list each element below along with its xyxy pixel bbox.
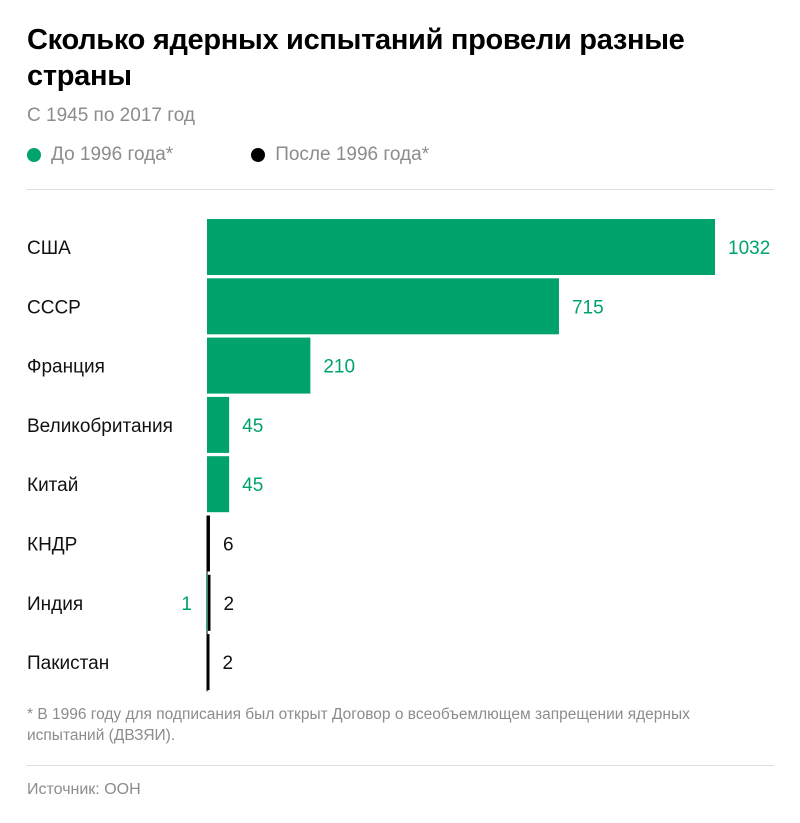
- legend: До 1996 года* После 1996 года*: [27, 144, 507, 166]
- category-label: Пакистан: [27, 653, 109, 674]
- legend-label-after: После 1996 года*: [275, 144, 430, 165]
- category-label: Индия: [27, 594, 83, 615]
- value-label-before: 1: [181, 594, 192, 615]
- divider-bottom: [27, 765, 774, 766]
- category-label: США: [27, 238, 71, 259]
- footnote: * В 1996 году для подписания был открыт …: [27, 706, 690, 744]
- legend-swatch-after: [251, 148, 266, 162]
- category-label: Китай: [27, 475, 78, 496]
- value-label-after: 2: [223, 653, 234, 674]
- value-label-after: 2: [224, 594, 235, 615]
- bar-before-1996: [207, 456, 230, 513]
- value-label-before: 45: [242, 475, 263, 496]
- chart-subtitle: С 1945 по 2017 год: [27, 105, 195, 126]
- category-label: Великобритания: [27, 416, 173, 437]
- legend-label-before: До 1996 года*: [51, 144, 174, 165]
- bar-chart: США 1032 СССР 715 Франция 210 Великобритания 45…: [27, 219, 770, 692]
- value-label-before: 45: [242, 416, 263, 437]
- category-label: КНДР: [27, 535, 77, 556]
- divider-top: [27, 189, 774, 190]
- bar-after-1996: [207, 515, 210, 572]
- category-label: Франция: [27, 357, 105, 378]
- bar-after-1996: [207, 634, 210, 691]
- bar-before-1996: [207, 574, 208, 631]
- bar-before-1996: [207, 219, 715, 275]
- legend-item-after-1996: После 1996 года*: [251, 144, 429, 166]
- source-note: Источник: ООН: [27, 781, 141, 798]
- legend-item-before-1996: До 1996 года*: [27, 144, 173, 166]
- bar-before-1996: [207, 278, 559, 335]
- value-label-before: 715: [572, 297, 604, 318]
- bar-after-1996: [208, 574, 211, 631]
- value-label-before: 210: [323, 357, 355, 378]
- category-label: СССР: [27, 297, 81, 318]
- value-label-after: 6: [223, 535, 234, 556]
- legend-swatch-before: [27, 148, 41, 162]
- bar-before-1996: [207, 396, 230, 453]
- chart-title: Сколько ядерных испытаний провели разные…: [27, 24, 685, 92]
- bar-before-1996: [207, 337, 311, 394]
- value-label-before: 1032: [728, 238, 770, 259]
